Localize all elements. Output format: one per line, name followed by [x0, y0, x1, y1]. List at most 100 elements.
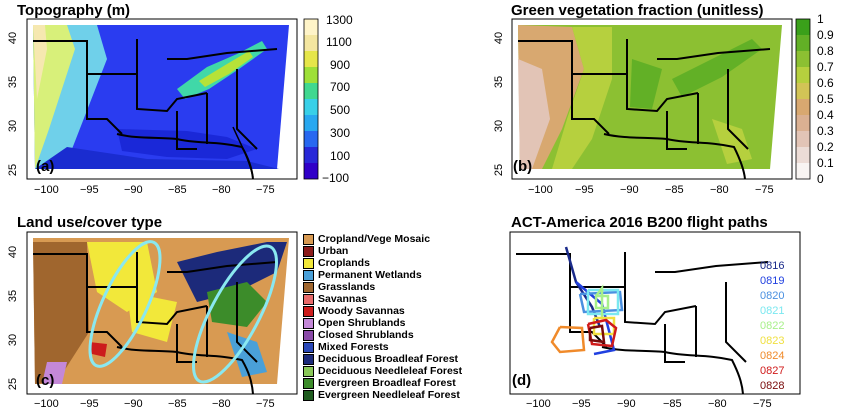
- y-tick: 25: [7, 377, 20, 391]
- x-tick: −85: [168, 398, 187, 410]
- legend-swatch: [303, 365, 314, 377]
- panel-label: (c): [36, 372, 55, 389]
- x-tick: −100: [34, 398, 59, 410]
- x-tick: −95: [575, 184, 594, 196]
- legend-item: Grasslands: [303, 281, 375, 293]
- legend-swatch: [303, 305, 314, 317]
- legend-label: Evergreen Broadleaf Forest: [318, 377, 456, 389]
- legend-swatch: [303, 293, 314, 305]
- panel-label: (b): [513, 158, 533, 175]
- x-tick: −75: [256, 184, 275, 196]
- flight-date-label: 0819: [760, 275, 785, 287]
- legend-label: Savannas: [318, 293, 368, 305]
- x-tick: −85: [663, 398, 682, 410]
- legend-label: Woody Savannas: [318, 305, 405, 317]
- legend-label: Mixed Forests: [318, 341, 389, 353]
- land-use-map: [26, 231, 298, 395]
- y-tick: 35: [7, 289, 20, 303]
- x-tick: −100: [528, 184, 553, 196]
- y-tick: 40: [7, 31, 20, 45]
- colorbar-tick: 0.1: [817, 156, 834, 170]
- legend-item: Woody Savannas: [303, 305, 405, 317]
- x-tick: −100: [34, 184, 59, 196]
- land-use-legend: Cropland/Vege Mosaic Urban Croplands Per…: [303, 233, 503, 401]
- legend-label: Evergreen Needleleaf Forest: [318, 389, 460, 401]
- legend-swatch: [303, 269, 314, 281]
- x-tick: −80: [708, 398, 727, 410]
- legend-swatch: [303, 233, 314, 245]
- y-tick: 30: [7, 333, 20, 347]
- x-tick: −100: [526, 398, 551, 410]
- x-tick: −95: [80, 398, 99, 410]
- legend-swatch: [303, 329, 314, 341]
- legend-item: Mixed Forests: [303, 341, 389, 353]
- x-tick: −80: [710, 184, 729, 196]
- legend-swatch: [303, 353, 314, 365]
- legend-swatch: [303, 341, 314, 353]
- legend-label: Cropland/Vege Mosaic: [318, 233, 431, 245]
- colorbar-tick: 0.3: [817, 124, 834, 138]
- flight-path-map: [509, 231, 801, 395]
- x-tick: −80: [212, 184, 231, 196]
- y-tick: 40: [7, 245, 20, 259]
- legend-label: Permanent Wetlands: [318, 269, 422, 281]
- flight-date-label: 0828: [760, 380, 785, 392]
- x-tick: −90: [124, 184, 143, 196]
- x-tick: −75: [753, 398, 772, 410]
- legend-label: Closed Shrublands: [318, 329, 414, 341]
- colorbar-tick: 0.2: [817, 140, 834, 154]
- legend-item: Permanent Wetlands: [303, 269, 422, 281]
- topography-colorbar: [303, 18, 319, 180]
- colorbar-tick: 0.9: [817, 28, 834, 42]
- flight-date-label: 0821: [760, 305, 785, 317]
- legend-item: Deciduous Broadleaf Forest: [303, 353, 459, 365]
- panel-title: Topography (m): [17, 2, 131, 19]
- y-tick: 30: [7, 119, 20, 133]
- colorbar-tick: 0.8: [817, 44, 834, 58]
- x-tick: −90: [124, 398, 143, 410]
- flight-date-label: 0820: [760, 290, 785, 302]
- legend-item: Evergreen Needleleaf Forest: [303, 389, 460, 401]
- colorbar-tick: 1100: [326, 35, 352, 49]
- colorbar-tick: 700: [330, 80, 351, 94]
- flight-date-label: 0823: [760, 335, 785, 347]
- legend-swatch: [303, 317, 314, 329]
- y-tick: 40: [493, 31, 506, 45]
- y-tick: 35: [7, 75, 20, 89]
- legend-swatch: [303, 245, 314, 257]
- legend-label: Deciduous Broadleaf Forest: [318, 353, 459, 365]
- colorbar-tick: 100: [330, 149, 351, 163]
- legend-item: Cropland/Vege Mosaic: [303, 233, 431, 245]
- legend-swatch: [303, 257, 314, 269]
- legend-item: Open Shrublands: [303, 317, 406, 329]
- panel-label: (a): [36, 158, 55, 175]
- panel-land-use: Land use/cover type (c) Cropland/Vege Mo…: [0, 206, 500, 413]
- legend-label: Deciduous Needleleaf Forest: [318, 365, 463, 377]
- legend-label: Urban: [318, 245, 349, 257]
- flight-date-label: 0816: [760, 260, 785, 272]
- vegetation-colorbar: [795, 18, 811, 180]
- flight-date-label: 0824: [760, 350, 785, 362]
- x-tick: −90: [620, 184, 639, 196]
- y-tick: 35: [493, 75, 506, 89]
- x-tick: −90: [617, 398, 636, 410]
- legend-label: Croplands: [318, 257, 370, 269]
- colorbar-tick: 0: [817, 172, 824, 186]
- legend-item: Croplands: [303, 257, 370, 269]
- panel-flight-paths: ACT-America 2016 B200 flight paths (d) 0…: [500, 206, 850, 413]
- colorbar-tick: 1300: [326, 13, 353, 27]
- colorbar-tick: −100: [322, 171, 350, 185]
- colorbar-tick: 1: [817, 12, 824, 26]
- y-tick: 25: [493, 163, 506, 177]
- colorbar-tick: 0.6: [817, 76, 834, 90]
- legend-item: Savannas: [303, 293, 368, 305]
- vegetation-map: [511, 18, 793, 180]
- panel-title: Land use/cover type: [17, 214, 163, 231]
- x-tick: −95: [80, 184, 99, 196]
- panel-title: Green vegetation fraction (unitless): [511, 2, 764, 19]
- x-tick: −75: [755, 184, 774, 196]
- colorbar-tick: 900: [330, 58, 351, 72]
- legend-label: Open Shrublands: [318, 317, 406, 329]
- legend-item: Closed Shrublands: [303, 329, 414, 341]
- colorbar-tick: 300: [330, 126, 351, 140]
